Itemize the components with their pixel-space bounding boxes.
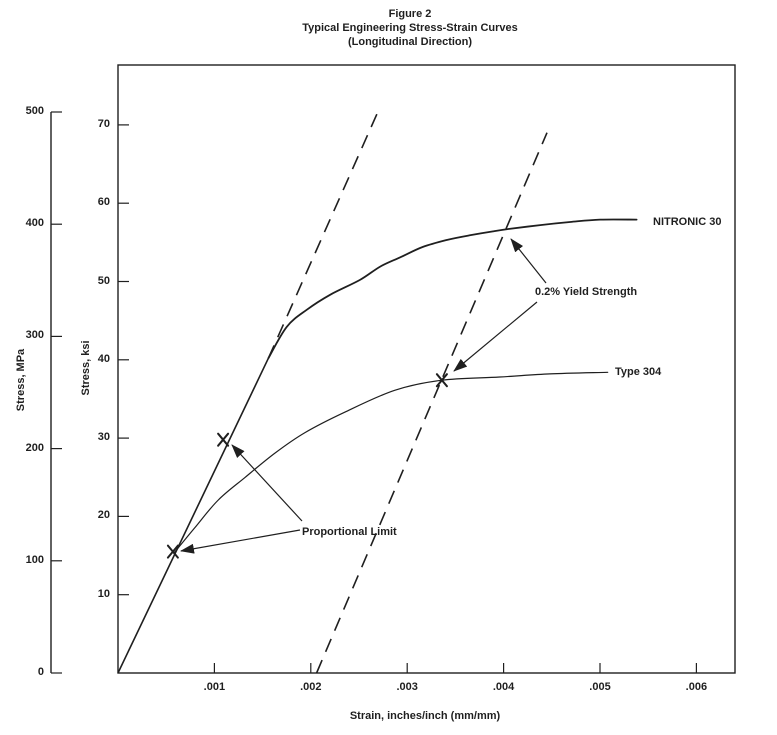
mpa-tick-label: 400 (25, 217, 44, 230)
curve-nitronic-30 (267, 218, 638, 360)
x-tick-label: .005 (589, 681, 611, 693)
x-tick-label: .003 (396, 681, 418, 693)
ksi-tick-label: 10 (97, 587, 110, 600)
elastic-modulus-extension (267, 112, 379, 359)
y-axis-label-ksi: Stress, ksi (80, 340, 92, 396)
ksi-tick-label: 60 (97, 196, 110, 209)
annotation-proportional-limit: Proportional Limit (302, 526, 397, 538)
figure-number: Figure 2 (388, 8, 432, 20)
ksi-tick-label: 50 (97, 274, 110, 287)
yield-strength-arrow (453, 301, 538, 372)
figure-subtitle: (Longitudinal Direction) (347, 36, 473, 48)
mpa-tick-label: 300 (25, 329, 44, 342)
type304-proportional-limit-x (166, 544, 179, 559)
x-tick-label: .002 (300, 681, 322, 693)
proportional-limit-arrow (231, 444, 303, 522)
x-tick-label: .001 (203, 681, 226, 693)
proportional-limit-arrow (180, 529, 301, 554)
ksi-tick-label: 30 (97, 431, 110, 444)
ksi-tick-label: 40 (97, 352, 110, 365)
y-axis-label-mpa: Stress, MPa (15, 348, 27, 412)
curve-type-304 (173, 371, 609, 554)
figure-title-block: Figure 2 Typical Engineering Stress-Stra… (302, 7, 518, 49)
curve-label-nitronic-30: NITRONIC 30 (653, 216, 722, 228)
figure-title: Typical Engineering Stress-Strain Curves (302, 22, 518, 34)
curve-label-type-304: Type 304 (615, 366, 662, 378)
ksi-tick-label: 20 (97, 509, 110, 522)
yield-strength-arrow (510, 238, 547, 284)
plot-border (117, 64, 736, 674)
x-tick-label: .004 (492, 681, 515, 693)
elastic-modulus-line (117, 357, 270, 674)
ksi-tick-label: 70 (97, 117, 110, 130)
mpa-tick-label: 200 (25, 441, 44, 454)
annotation-yield-strength: 0.2% Yield Strength (535, 286, 638, 298)
mpa-tick-label: 0 (37, 666, 44, 678)
mpa-tick-label: 500 (25, 105, 44, 117)
offset-0.2-percent-line (315, 132, 548, 674)
nitronic30-proportional-limit-x (217, 432, 230, 447)
type304-yield-point-x (435, 373, 448, 388)
mpa-tick-label: 100 (25, 553, 44, 566)
x-axis-label: Strain, inches/inch (mm/mm) (349, 710, 501, 722)
x-tick-label: .006 (685, 681, 708, 693)
